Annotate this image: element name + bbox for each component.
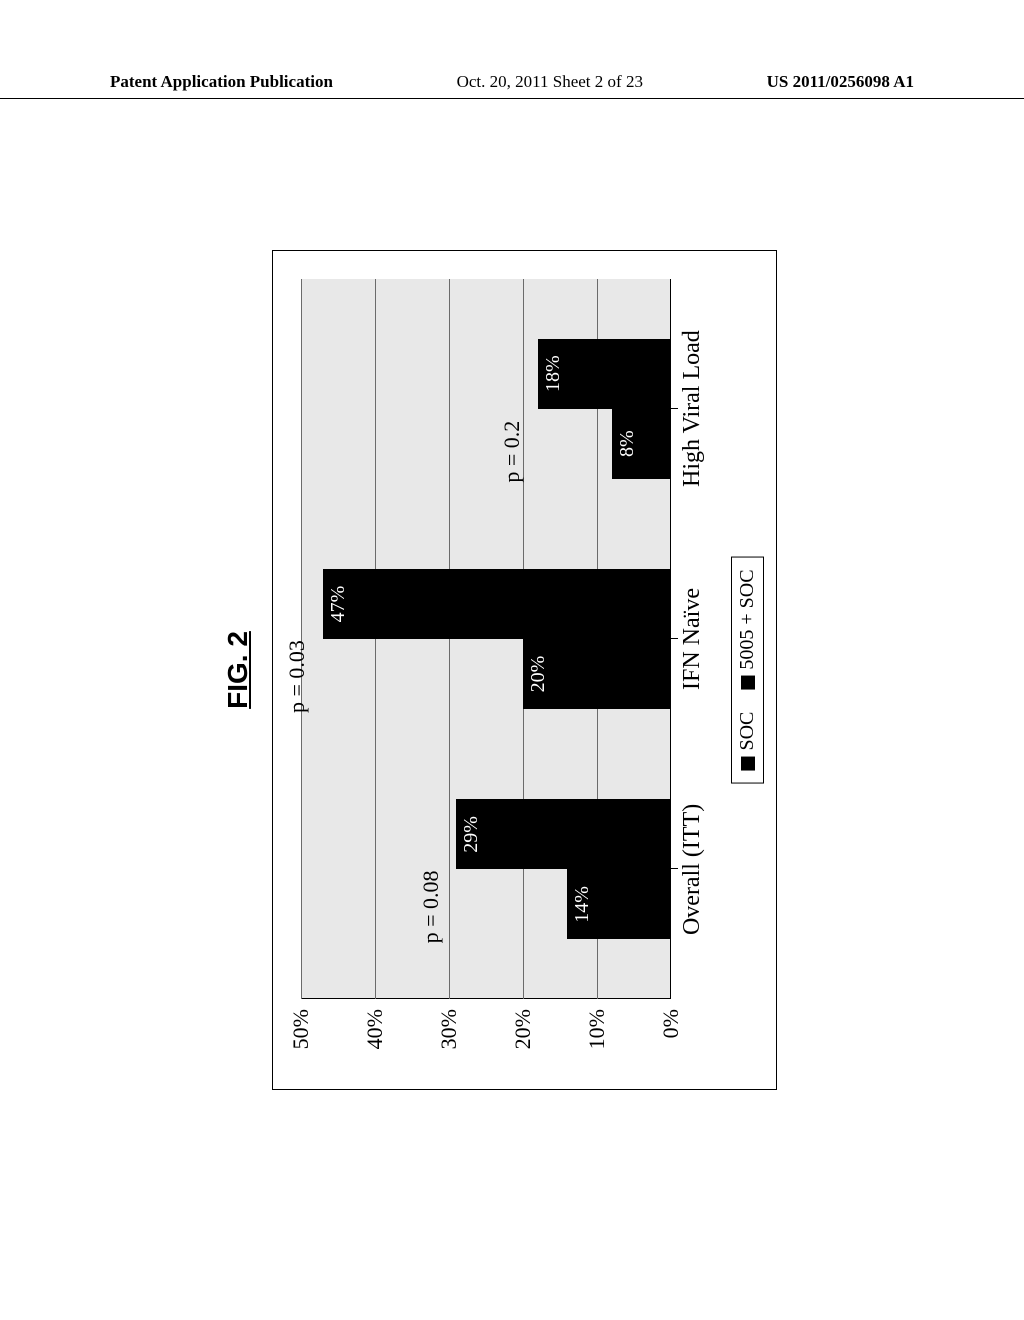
legend-item: 5005 + SOC [736, 569, 759, 689]
bar: 20% [523, 639, 671, 709]
legend-item: SOC [736, 712, 759, 771]
bar: 29% [456, 799, 671, 869]
p-value-label: p = 0.03 [284, 640, 310, 713]
bar: 8% [612, 409, 671, 479]
category-label: Overall (ITT) [671, 804, 706, 935]
p-value-label: p = 0.2 [499, 421, 525, 483]
bar: 14% [567, 869, 671, 939]
legend-swatch [741, 757, 755, 771]
gridline [301, 279, 302, 999]
p-value-label: p = 0.08 [418, 870, 444, 943]
bar-group: 14% 29% [456, 799, 671, 939]
y-tick-label: 20% [510, 999, 536, 1049]
y-tick-label: 10% [584, 999, 610, 1049]
bar-value-label: 8% [616, 430, 639, 457]
bar: 18% [538, 339, 671, 409]
bar-value-label: 14% [571, 886, 594, 923]
y-tick-label: 50% [288, 999, 314, 1049]
category-label: IFN Naïve [671, 588, 706, 690]
figure-2: FIG. 2 0%10%20%30%40%50%14%29%Overall (I… [232, 220, 792, 1120]
y-tick-label: 30% [436, 999, 462, 1049]
y-tick-label: 0% [658, 999, 684, 1038]
chart-legend: SOC 5005 + SOC [731, 556, 764, 783]
patent-page-header: Patent Application Publication Oct. 20, … [0, 72, 1024, 99]
bar-value-label: 20% [527, 656, 550, 693]
figure-title: FIG. 2 [222, 220, 254, 1120]
header-left: Patent Application Publication [110, 72, 333, 92]
bar-group: 8% 18% [538, 339, 671, 479]
bar-value-label: 29% [460, 816, 483, 853]
header-right: US 2011/0256098 A1 [767, 72, 914, 92]
chart-outer-frame: 0% 10% 20% 30% 40% 50% 14% 29% Overall (ITT) p = … [272, 250, 777, 1090]
bar-group: 20% 47% [323, 569, 671, 709]
bar-value-label: 18% [542, 355, 565, 392]
header-mid: Oct. 20, 2011 Sheet 2 of 23 [457, 72, 643, 92]
chart-plot-area: 0%10%20%30%40%50%14%29%Overall (ITT)p = … [301, 279, 671, 999]
category-label: High Viral Load [671, 330, 706, 487]
bar-value-label: 47% [327, 586, 350, 623]
bar: 47% [323, 569, 671, 639]
y-tick-label: 40% [362, 999, 388, 1049]
legend-swatch [741, 676, 755, 690]
